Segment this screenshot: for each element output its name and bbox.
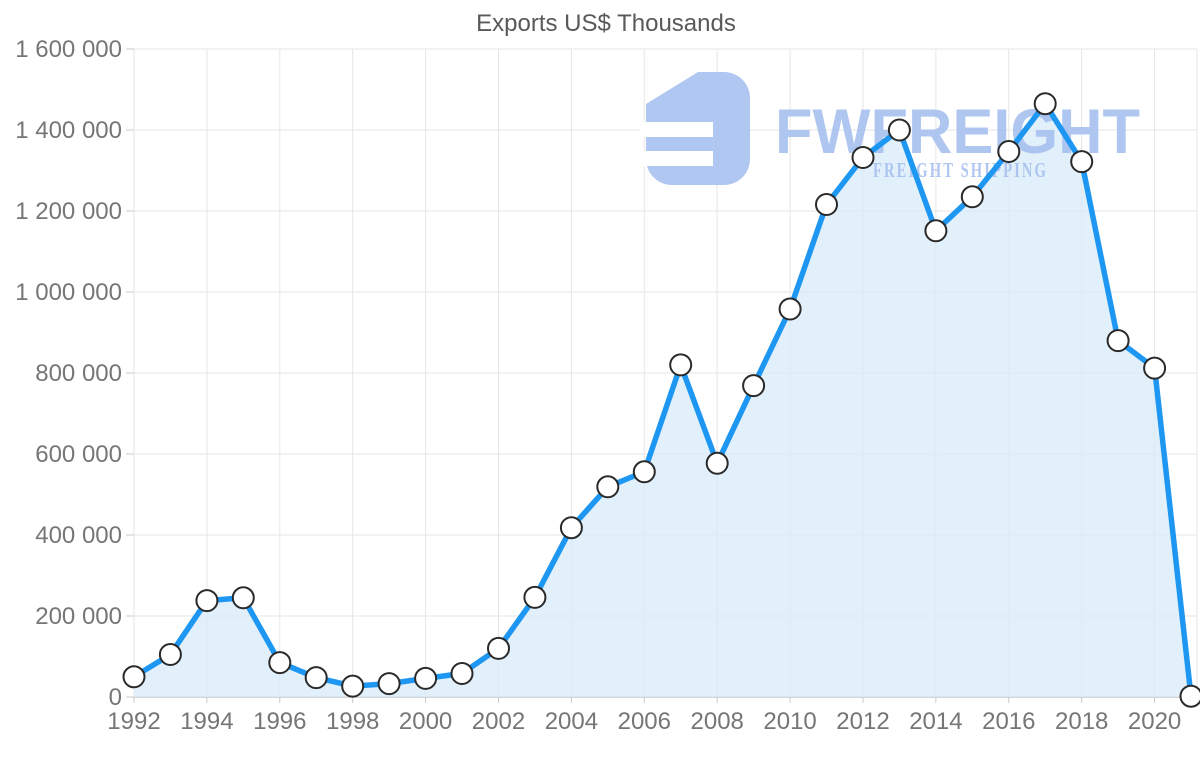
- y-tick-label: 1 200 000: [15, 198, 122, 225]
- data-point-marker: [304, 666, 328, 690]
- data-point-marker: [1106, 329, 1130, 353]
- y-tick-label: 1 000 000: [15, 279, 122, 306]
- data-point-marker: [669, 353, 693, 377]
- logo-notch-middle: [640, 122, 713, 137]
- data-point-marker: [377, 672, 401, 696]
- y-tick-label: 1 400 000: [15, 117, 122, 144]
- y-axis-labels: 0 200 000 400 000 600 000 800 000 1 000 000 1 …: [15, 36, 122, 711]
- data-point-marker: [887, 118, 911, 142]
- y-tick-label: 1 600 000: [15, 36, 122, 63]
- data-point-marker: [122, 665, 146, 689]
- area-fill: [134, 103, 1191, 697]
- data-point-marker: [268, 651, 292, 675]
- y-tick-label: 600 000: [35, 441, 122, 468]
- watermark-tagline-text: FREIGHT SHIPPING: [873, 158, 1048, 182]
- y-tick-label: 400 000: [35, 522, 122, 549]
- data-point-marker: [523, 585, 547, 609]
- data-point-marker: [1033, 92, 1057, 116]
- x-tick-label: 2014: [909, 708, 962, 735]
- data-point-marker: [632, 460, 656, 484]
- data-point-marker: [559, 516, 583, 540]
- x-axis-labels: 1992 1994 1996 1998 2000 2002 2004 2006 2008 2010…: [107, 708, 1181, 735]
- data-series: [122, 92, 1200, 708]
- data-point-marker: [596, 475, 620, 499]
- data-point-marker: [195, 589, 219, 613]
- data-point-marker: [1070, 150, 1094, 174]
- data-point-marker: [851, 146, 875, 169]
- data-point-marker: [414, 666, 438, 690]
- chart-title: Exports US$ Thousands: [476, 10, 736, 37]
- data-point-marker: [705, 451, 729, 475]
- y-tick-label: 200 000: [35, 603, 122, 630]
- x-tick-label: 2016: [982, 708, 1035, 735]
- x-tick-label: 2000: [399, 708, 452, 735]
- data-point-marker: [960, 185, 984, 209]
- data-point-marker: [1179, 684, 1200, 708]
- data-point-marker: [924, 219, 948, 243]
- data-point-marker: [450, 662, 474, 685]
- y-tick-label: 800 000: [35, 360, 122, 387]
- data-point-marker: [997, 140, 1021, 163]
- data-point-marker: [742, 374, 766, 398]
- logo-notch-top: [646, 72, 698, 104]
- data-point-marker: [341, 674, 365, 698]
- x-tick-label: 1998: [326, 708, 379, 735]
- series-area-path: [134, 103, 1191, 697]
- x-tick-label: 1992: [107, 708, 160, 735]
- x-tick-label: 2012: [836, 708, 889, 735]
- x-tick-label: 1996: [253, 708, 306, 735]
- data-point-marker: [231, 586, 255, 610]
- x-tick-label: 2006: [618, 708, 671, 735]
- x-tick-label: 2010: [763, 708, 816, 735]
- x-tick-label: 2020: [1128, 708, 1181, 735]
- x-tick-label: 2018: [1055, 708, 1108, 735]
- x-tick-label: 2002: [472, 708, 525, 735]
- data-point-marker: [815, 193, 838, 216]
- fwfreight-logo-icon: [640, 72, 750, 185]
- data-point-marker: [158, 643, 182, 666]
- logo-notch-bottom: [640, 151, 713, 166]
- x-tick-label: 1994: [180, 708, 233, 735]
- x-tick-label: 2008: [691, 708, 744, 735]
- data-point-marker: [778, 297, 802, 321]
- data-point-marker: [1143, 356, 1167, 380]
- y-tick-label: 0: [109, 684, 122, 711]
- x-tick-label: 2004: [545, 708, 598, 735]
- data-point-marker: [487, 636, 510, 660]
